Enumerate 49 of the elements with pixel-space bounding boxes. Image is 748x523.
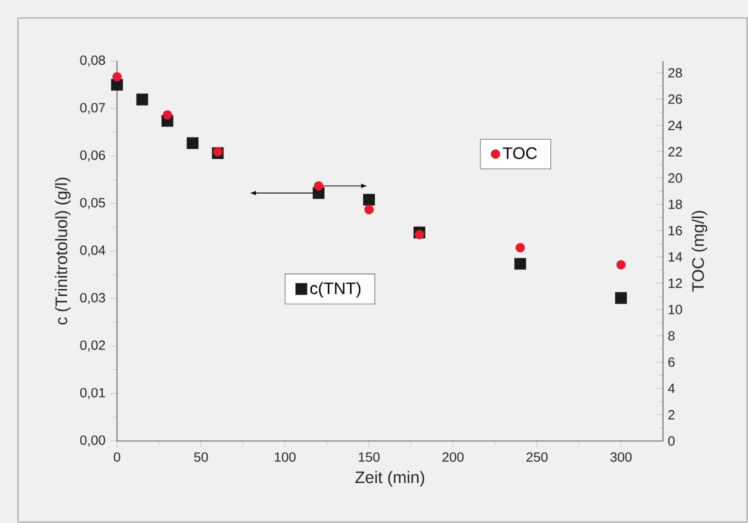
y2-tick-label: 12 [668, 278, 682, 288]
legend-label: TOC [502, 147, 537, 160]
x-tick-label: 150 [358, 452, 380, 462]
x-axis-title: Zeit (min) [355, 470, 424, 486]
point [162, 110, 172, 120]
point [363, 194, 375, 206]
y-tick-label: 0,03 [80, 292, 106, 304]
point [516, 243, 525, 252]
y-tick-label: 0,05 [80, 198, 106, 210]
y2-tick-label: 4 [668, 384, 675, 393]
y2-tick-label: 16 [668, 226, 682, 236]
y-tick-label: 0,01 [80, 388, 105, 399]
y2-tick-label: 14 [668, 252, 682, 262]
y-tick-label: 0,07 [80, 102, 105, 114]
y-tick-label: 0,04 [80, 245, 106, 257]
y-axis-title: c (Trinitrotoluol) (g/l) [54, 178, 71, 325]
x-tick-label: 250 [526, 452, 548, 462]
point [314, 181, 324, 191]
y2-tick-label: 20 [668, 173, 682, 183]
y2-tick-label: 22 [668, 147, 682, 156]
y-tick-label: 0,08 [80, 55, 106, 67]
y2-axis-title: TOC (mg/l) [692, 210, 708, 292]
y-tick-label: 0,06 [80, 150, 106, 162]
point [186, 137, 198, 150]
y-tick-label: 0,02 [80, 340, 105, 352]
y2-tick-label: 18 [668, 200, 682, 210]
y2-tick-label: 26 [668, 94, 682, 104]
point [414, 230, 424, 240]
point [364, 204, 374, 214]
y-tick-label: 0,00 [80, 435, 106, 446]
x-tick-label: 100 [274, 452, 296, 462]
y2-tick-label: 28 [668, 68, 682, 78]
point [514, 258, 526, 270]
x-tick-label: 50 [194, 452, 208, 462]
point [112, 72, 122, 82]
y2-tick-label: 0 [668, 436, 675, 446]
y2-tick-label: 6 [668, 357, 675, 367]
legend-label: c(TNT) [310, 282, 360, 298]
point [136, 94, 148, 106]
x-tick-label: 300 [610, 452, 632, 462]
y2-tick-label: 10 [668, 304, 682, 314]
x-tick-label: 0 [114, 452, 120, 462]
point [616, 260, 626, 270]
y2-tick-label: 2 [668, 410, 674, 420]
y2-tick-label: 24 [668, 120, 682, 130]
y2-tick-label: 8 [668, 331, 675, 341]
point [615, 292, 627, 304]
point [213, 147, 222, 156]
x-tick-label: 200 [442, 452, 464, 462]
